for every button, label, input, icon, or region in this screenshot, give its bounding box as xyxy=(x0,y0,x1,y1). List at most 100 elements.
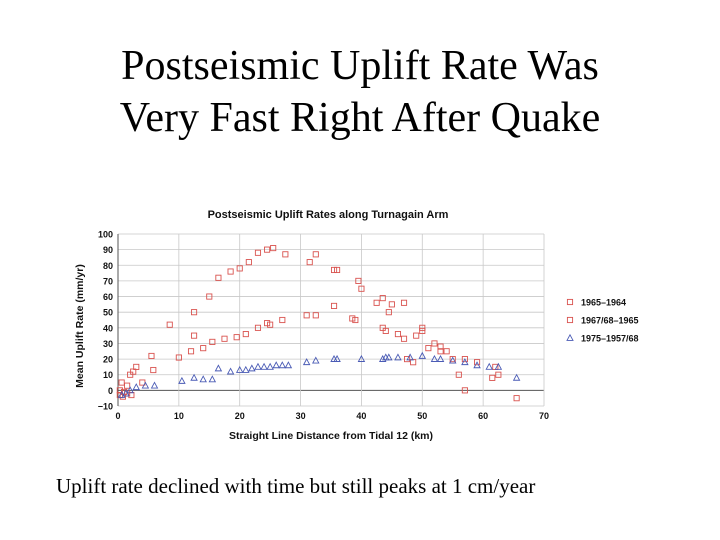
data-point xyxy=(215,274,222,281)
data-point xyxy=(419,324,426,331)
data-point xyxy=(352,316,359,324)
uplift-rate-chart: Postseismic Uplift Rates along Turnagain… xyxy=(56,198,660,456)
data-point xyxy=(449,356,456,363)
data-point xyxy=(190,373,198,381)
data-point xyxy=(267,321,274,328)
data-point xyxy=(141,381,150,389)
data-point xyxy=(494,362,503,370)
data-point xyxy=(461,356,468,363)
data-point xyxy=(512,373,521,381)
data-point xyxy=(206,293,213,300)
y-tick-label: 90 xyxy=(103,245,113,255)
data-point xyxy=(242,331,249,338)
data-point xyxy=(334,266,341,274)
data-point xyxy=(278,361,287,369)
data-point xyxy=(150,366,157,374)
data-point xyxy=(400,335,408,342)
data-point xyxy=(461,387,468,394)
data-point xyxy=(254,249,262,256)
data-point xyxy=(404,356,411,363)
y-tick-label: 20 xyxy=(103,355,113,365)
data-point xyxy=(333,354,341,362)
data-point xyxy=(431,340,438,347)
data-point xyxy=(495,371,502,378)
x-tick-label: 0 xyxy=(115,411,120,421)
legend-marker xyxy=(566,298,574,306)
series-1 xyxy=(116,245,520,402)
slide-title: Postseismic Uplift Rate Was Very Fast Ri… xyxy=(0,40,720,144)
data-point xyxy=(209,338,216,345)
data-point xyxy=(379,295,386,302)
data-point xyxy=(400,299,408,306)
slide-title-line-2: Very Fast Right After Quake xyxy=(119,95,601,141)
data-point xyxy=(166,321,173,328)
data-point xyxy=(235,365,244,373)
y-tick-label: −10 xyxy=(98,402,113,412)
data-point xyxy=(148,352,155,360)
data-point xyxy=(254,324,262,331)
data-point xyxy=(116,387,123,394)
y-tick-label: 30 xyxy=(103,339,113,349)
data-point xyxy=(150,381,159,389)
x-tick-label: 40 xyxy=(356,411,366,421)
data-point xyxy=(226,367,235,375)
slide-title-line-1: Postseismic Uplift Rate Was xyxy=(121,43,599,89)
data-point xyxy=(242,365,250,373)
data-point xyxy=(245,259,252,266)
data-point xyxy=(279,316,286,324)
data-point xyxy=(474,359,481,366)
data-point xyxy=(385,309,392,316)
x-axis-label: Straight Line Distance from Tidal 12 (km… xyxy=(229,430,433,442)
data-point xyxy=(270,245,277,252)
legend-label: 1975–1957/68 xyxy=(581,334,639,344)
data-point xyxy=(312,356,320,364)
y-tick-label: 60 xyxy=(103,292,113,302)
data-point xyxy=(208,375,217,383)
data-point xyxy=(358,285,365,292)
data-point xyxy=(282,251,289,258)
data-point xyxy=(355,277,362,284)
data-point xyxy=(419,327,426,334)
data-point xyxy=(443,348,450,355)
legend-label: 1967/68–1965 xyxy=(581,316,639,326)
data-point xyxy=(118,379,125,386)
data-point xyxy=(302,358,311,366)
x-tick-label: 60 xyxy=(478,411,488,421)
data-point xyxy=(330,302,338,309)
y-tick-label: 80 xyxy=(103,261,113,271)
y-tick-labels: −10 0 10 20 30 40 50 60 70 80 90 100 xyxy=(98,230,113,412)
data-point xyxy=(437,348,444,355)
data-point xyxy=(126,386,134,394)
legend-marker xyxy=(566,333,574,341)
data-point xyxy=(485,362,493,370)
data-point xyxy=(312,251,319,258)
data-point xyxy=(236,265,243,272)
data-point xyxy=(221,335,228,342)
data-point xyxy=(312,312,319,319)
chart-title: Postseismic Uplift Rates along Turnagain… xyxy=(208,209,449,221)
data-point xyxy=(187,348,195,355)
data-point xyxy=(175,354,182,361)
data-point xyxy=(132,383,141,391)
data-point xyxy=(373,299,380,306)
data-point xyxy=(248,364,256,372)
data-point xyxy=(394,331,401,338)
data-points xyxy=(116,245,521,402)
data-point xyxy=(378,354,387,362)
x-tick-label: 30 xyxy=(296,411,306,421)
legend: 1965–1964 1967/68–1965 1975–1957/68 xyxy=(566,298,639,344)
data-point xyxy=(425,345,432,352)
y-axis-label: Mean Uplift Rate (mm/yr) xyxy=(74,264,86,388)
data-point xyxy=(430,354,439,362)
legend-marker xyxy=(566,316,574,324)
chart-grid xyxy=(117,233,545,407)
y-tick-label: 70 xyxy=(103,276,113,286)
data-point xyxy=(124,382,131,389)
data-point xyxy=(473,361,481,369)
data-point xyxy=(178,376,186,384)
data-point xyxy=(303,312,310,319)
data-point xyxy=(413,332,420,339)
data-point xyxy=(388,301,395,308)
data-point xyxy=(254,362,262,370)
data-point xyxy=(357,354,366,362)
